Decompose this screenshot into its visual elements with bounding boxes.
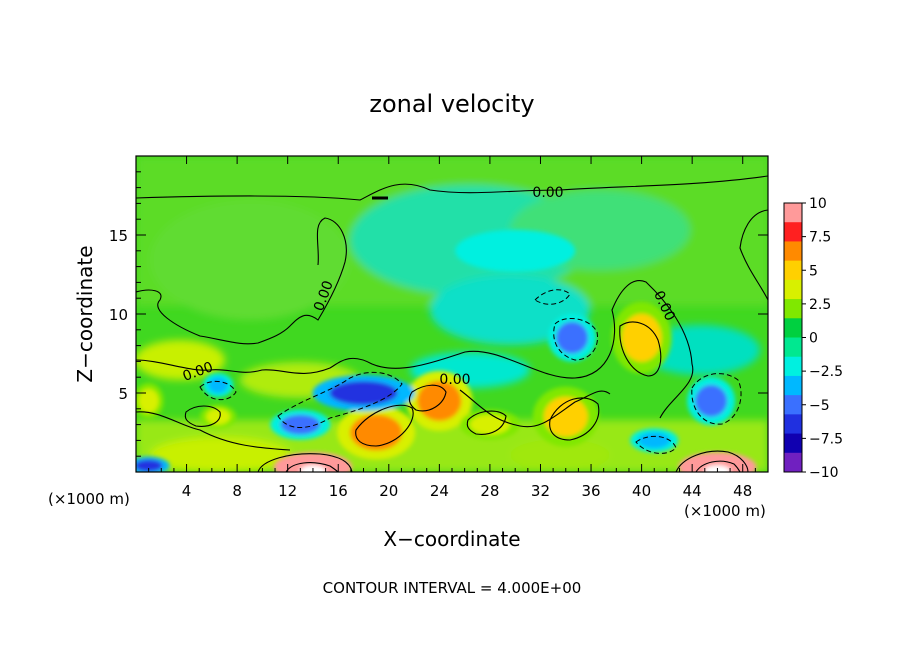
colorbar-tick-label: −10 <box>809 465 839 481</box>
colorbar-tick-label: −7.5 <box>809 431 843 447</box>
field-core <box>417 380 462 421</box>
x-tick-label: 12 <box>278 482 297 500</box>
contour-line <box>695 460 741 472</box>
field-core <box>475 236 556 265</box>
colorbar-swatch <box>784 260 802 281</box>
field-core <box>556 321 589 354</box>
field-core <box>469 414 510 435</box>
colorbar-tick-label: 7.5 <box>809 230 831 246</box>
colorbar-swatch <box>784 375 802 396</box>
x-tick-label: 28 <box>480 482 499 500</box>
colorbar-swatch <box>784 318 802 338</box>
contour-line <box>691 373 742 425</box>
field-core <box>638 432 671 449</box>
contour-label: 0.00 <box>439 372 470 388</box>
contour-line <box>136 175 768 201</box>
colorbar-swatch <box>784 414 802 435</box>
colorbar-tick-label: 2.5 <box>809 297 831 313</box>
colorbar-tick-label: 5 <box>809 263 818 279</box>
contour-line <box>184 405 221 427</box>
contour-line <box>277 371 403 428</box>
field-core <box>280 414 321 435</box>
contour-lines: 0.000.000.00 0.000.00 <box>136 175 768 472</box>
y-ticks: 5 10 15 <box>109 171 768 457</box>
field-core <box>138 388 159 413</box>
field-core <box>350 414 403 451</box>
field-cores <box>136 229 757 472</box>
field-core <box>208 377 229 394</box>
colorbar-swatch <box>784 356 802 377</box>
colorbar: 10 7.5 5 2.5 0 −2.5 −5 −7.5 −10 <box>783 196 843 481</box>
contour-line <box>355 404 414 447</box>
contour-line <box>136 217 347 345</box>
contour-line <box>739 209 768 301</box>
x-tick-label: 8 <box>232 482 242 500</box>
contour-line <box>136 280 694 419</box>
x-unit-left: (×1000 m) <box>48 490 130 508</box>
chart-title: zonal velocity <box>369 90 534 118</box>
colorbar-swatch <box>784 279 802 300</box>
colorbar-swatch <box>784 337 802 358</box>
y-tick-label: 15 <box>109 227 128 245</box>
x-tick-label: 36 <box>581 482 600 500</box>
x-ticks: 4 8 12 16 20 24 28 32 36 40 44 48 <box>148 156 756 500</box>
x-tick-label: 4 <box>182 482 192 500</box>
contour-line <box>466 410 507 435</box>
colorbar-tick-label: 10 <box>809 196 827 212</box>
contour-line <box>257 453 353 472</box>
contour-line <box>459 389 611 428</box>
contour-line <box>408 384 447 412</box>
colorbar-swatch <box>784 395 802 415</box>
field-core <box>621 313 662 362</box>
y-axis-label: Z−coordinate <box>73 245 97 382</box>
x-tick-label: 48 <box>733 482 752 500</box>
x-tick-label: 44 <box>683 482 702 500</box>
x-tick-label: 16 <box>329 482 348 500</box>
plot-area: 0.000.000.00 0.000.00 <box>136 156 768 472</box>
contour-line <box>635 435 677 454</box>
x-tick-label: 20 <box>379 482 398 500</box>
field-core <box>136 459 163 472</box>
x-tick-label: 32 <box>531 482 550 500</box>
colorbar-swatch <box>784 433 802 454</box>
field-core <box>543 396 588 437</box>
contour-line <box>619 321 662 377</box>
contour-interval-note: CONTOUR INTERVAL = 4.000E+00 <box>323 579 582 597</box>
x-unit-right: (×1000 m) <box>684 502 766 520</box>
colorbar-swatch <box>784 203 802 223</box>
field-core <box>206 408 231 425</box>
contour-line <box>136 411 291 451</box>
x-axis-label: X−coordinate <box>383 527 520 551</box>
colorbar-swatch <box>784 241 802 262</box>
contour-line <box>199 380 237 401</box>
colorbar-tick-label: −2.5 <box>809 364 843 380</box>
colorbar-tick-label: 0 <box>809 331 818 347</box>
contour-label: 0.00 <box>532 185 563 201</box>
contour-line <box>534 289 571 305</box>
field-core <box>329 381 398 405</box>
y-tick-label: 10 <box>109 306 128 324</box>
x-tick-label: 40 <box>632 482 651 500</box>
colorbar-tick-label: −5 <box>809 398 830 414</box>
colorbar-swatch <box>784 222 802 242</box>
colorbar-swatch <box>784 452 802 473</box>
contour-line <box>675 450 749 472</box>
contour-line <box>549 397 600 441</box>
colorbar-swatch <box>784 299 802 319</box>
field-core <box>695 384 728 417</box>
y-tick-label: 5 <box>118 385 128 403</box>
x-tick-label: 24 <box>430 482 449 500</box>
